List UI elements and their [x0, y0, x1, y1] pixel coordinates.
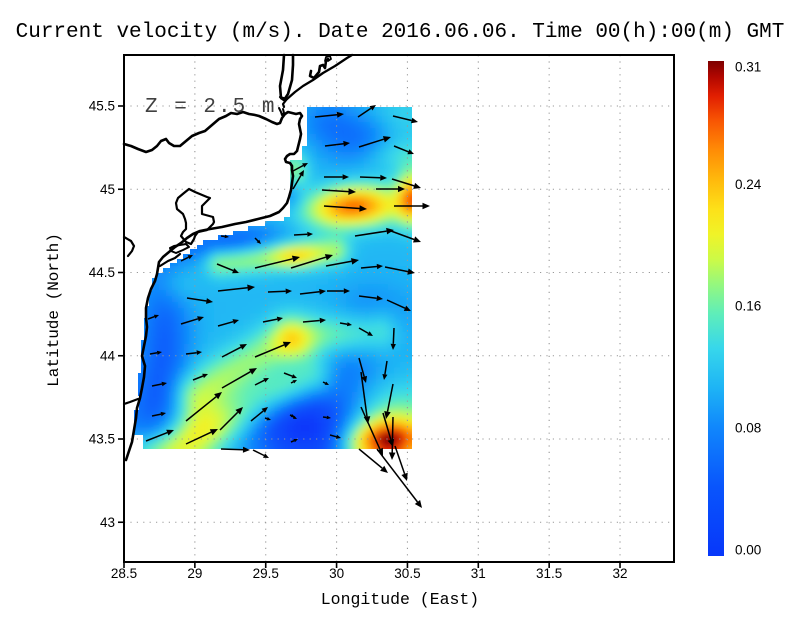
svg-text:45: 45 [100, 182, 115, 197]
svg-text:28.5: 28.5 [111, 566, 137, 581]
svg-text:44.5: 44.5 [89, 265, 115, 280]
svg-text:30.5: 30.5 [394, 566, 420, 581]
svg-text:31: 31 [471, 566, 486, 581]
svg-text:0.16: 0.16 [735, 299, 761, 314]
svg-text:Z = 2.5 m: Z = 2.5 m [145, 96, 276, 119]
svg-text:0.31: 0.31 [735, 60, 761, 75]
svg-text:Current velocity (m/s). Date 2: Current velocity (m/s). Date 2016.06.06.… [16, 21, 785, 44]
svg-text:0.24: 0.24 [735, 177, 762, 192]
svg-text:Latitude (North): Latitude (North) [45, 233, 63, 387]
svg-text:31.5: 31.5 [536, 566, 562, 581]
svg-text:43: 43 [100, 515, 115, 530]
svg-text:45.5: 45.5 [89, 99, 115, 114]
svg-text:44: 44 [100, 348, 116, 363]
svg-text:30: 30 [329, 566, 344, 581]
svg-text:43.5: 43.5 [89, 432, 115, 447]
svg-text:29.5: 29.5 [253, 566, 279, 581]
svg-text:0.08: 0.08 [735, 421, 761, 436]
svg-text:Longitude (East): Longitude (East) [321, 590, 479, 609]
svg-text:0.00: 0.00 [735, 543, 761, 558]
svg-text:29: 29 [187, 566, 202, 581]
svg-text:32: 32 [613, 566, 628, 581]
